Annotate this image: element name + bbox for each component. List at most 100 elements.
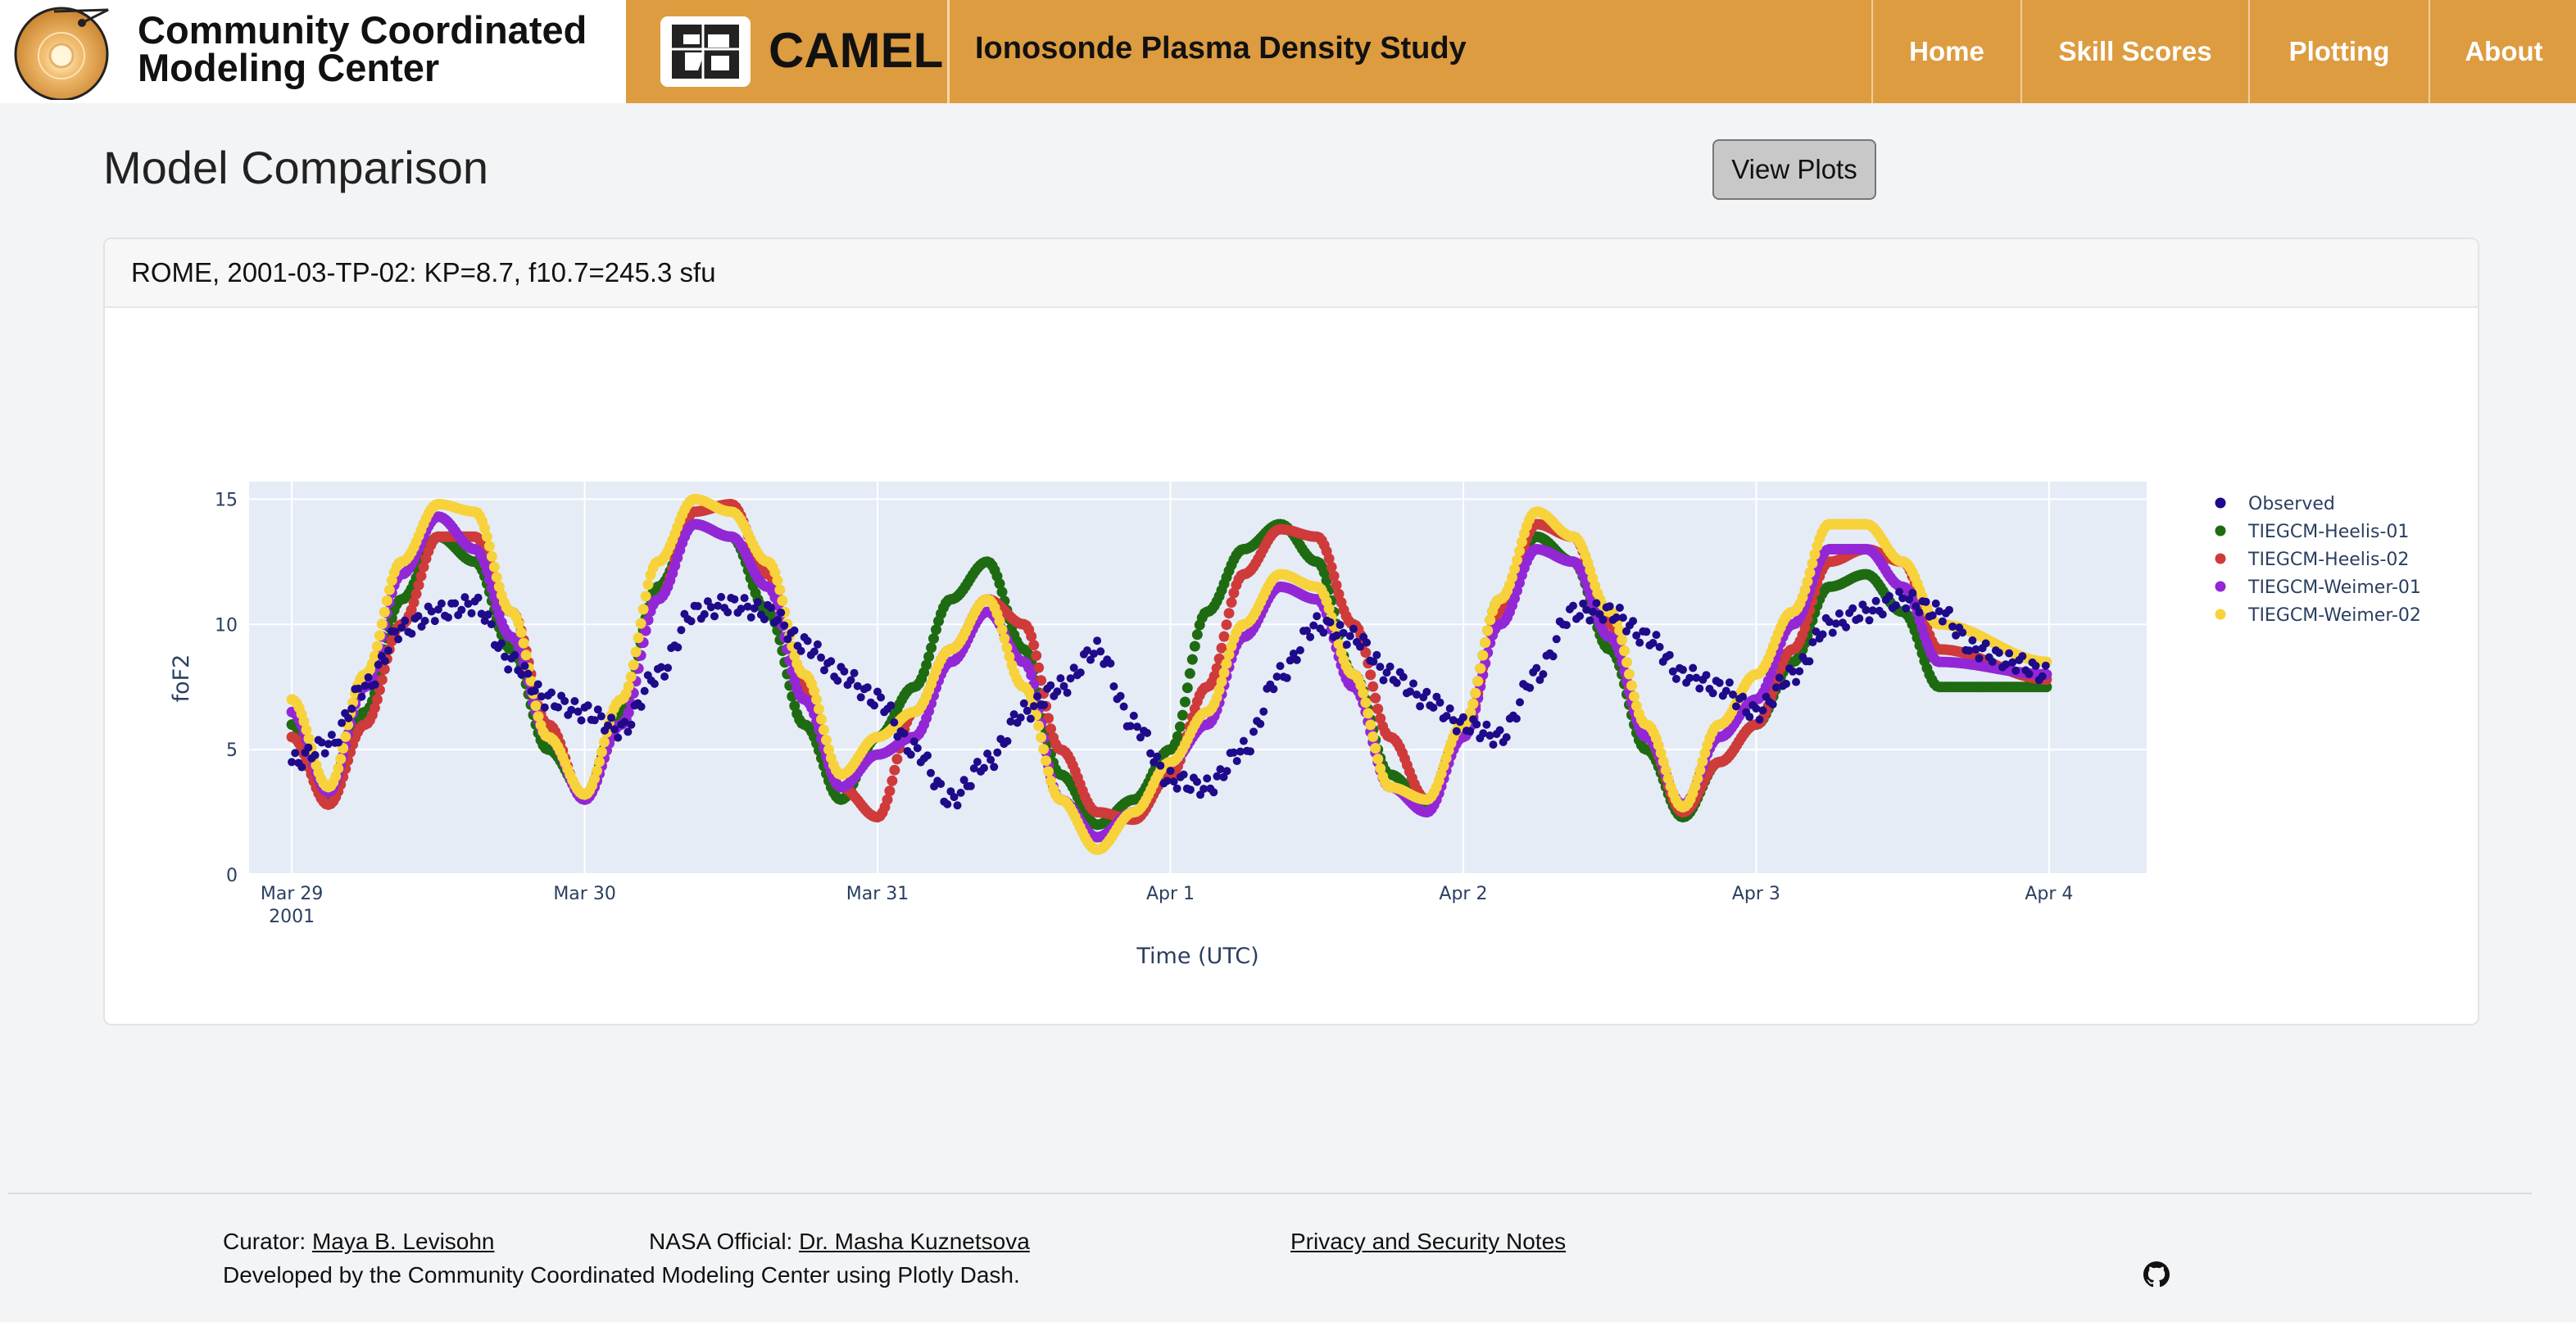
legend-label: TIEGCM-Weimer-01 [2247, 577, 2421, 598]
data-point [1804, 567, 1816, 578]
ccmc-name: Community Coordinated Modeling Center [138, 11, 587, 87]
data-point [846, 676, 855, 685]
data-point [1605, 602, 1614, 611]
nav-plotting[interactable]: Plotting [2248, 0, 2429, 103]
data-point [2041, 661, 2050, 670]
data-point [1965, 646, 1974, 655]
data-point [1697, 756, 1708, 767]
data-point [598, 736, 610, 748]
data-point [430, 617, 439, 626]
data-point [1163, 776, 1172, 786]
y-tick-label: 0 [226, 866, 238, 886]
data-point [594, 756, 605, 767]
data-point [810, 647, 819, 656]
data-point [1059, 681, 1068, 690]
data-point [1585, 616, 1594, 625]
data-point [1292, 655, 1301, 664]
data-point [900, 729, 909, 738]
curator-label: Curator: [223, 1229, 306, 1254]
data-point [1915, 608, 1924, 617]
data-point [956, 788, 965, 797]
data-point [1489, 740, 1498, 749]
data-point [986, 755, 995, 764]
data-point [1376, 663, 1385, 672]
camel-brand[interactable]: CAMEL [628, 0, 950, 103]
data-point [1988, 658, 1997, 666]
data-point [811, 694, 823, 705]
data-point [483, 541, 495, 552]
nav-about[interactable]: About [2429, 0, 2576, 103]
data-point [1589, 607, 1598, 616]
curator-link[interactable]: Maya B. Levisohn [311, 1229, 495, 1254]
foF2-chart[interactable]: Mar 29 2001 Mar 30 Mar 31 Apr 1 Apr 2 Apr 3 Apr… [105, 239, 2478, 1024]
data-point [2025, 669, 2034, 678]
data-point [1193, 777, 1201, 786]
data-point [1370, 692, 1381, 704]
data-point [796, 646, 805, 655]
data-point [1482, 720, 1491, 729]
data-point [870, 701, 878, 710]
data-point [714, 601, 723, 610]
data-point [1331, 579, 1342, 591]
data-point [2002, 660, 2010, 669]
data-point [1041, 755, 1052, 767]
nav-home[interactable]: Home [1871, 0, 2020, 103]
data-point [760, 615, 769, 623]
data-point [767, 604, 776, 613]
data-point [1655, 642, 1664, 651]
data-point [700, 609, 709, 618]
data-point [1865, 616, 1874, 625]
data-point [1660, 764, 1671, 776]
data-point [1665, 650, 1674, 659]
data-point [753, 598, 762, 607]
data-point [1694, 764, 1706, 776]
data-point [1363, 708, 1374, 719]
data-point [737, 604, 746, 613]
data-point [374, 630, 385, 641]
data-point [1902, 604, 1911, 613]
data-point [1132, 722, 1141, 731]
data-point [630, 646, 642, 658]
data-point [1367, 731, 1379, 742]
data-point [383, 584, 395, 595]
view-plots-button[interactable]: View Plots [1712, 139, 1876, 200]
data-point [627, 720, 636, 729]
data-point [921, 659, 932, 671]
data-point [1569, 601, 1577, 610]
nasa-official-link[interactable]: Dr. Masha Kuznetsova [799, 1229, 1030, 1254]
data-point [1871, 596, 1880, 605]
data-point [993, 748, 1002, 757]
data-point [1004, 651, 1015, 663]
data-point [589, 773, 600, 785]
data-point [560, 696, 569, 705]
data-point [1945, 605, 1953, 614]
data-point [1186, 786, 1195, 795]
data-point [596, 746, 607, 758]
data-point [780, 621, 789, 630]
data-point [480, 616, 489, 625]
x-tick-label: Mar 29 [261, 884, 324, 904]
data-point [891, 754, 903, 765]
data-point [943, 799, 952, 808]
data-point [637, 604, 649, 615]
data-point [772, 575, 783, 586]
data-point [479, 523, 490, 534]
data-point [983, 749, 992, 758]
data-point [1755, 715, 1764, 724]
github-icon[interactable] [2143, 1261, 2170, 1288]
data-point [2031, 661, 2040, 670]
legend-label: Observed [2248, 494, 2335, 514]
data-point [1818, 630, 1827, 639]
ccmc-brand[interactable]: Community Coordinated Modeling Center [0, 0, 626, 103]
data-point [1452, 727, 1461, 736]
data-point [1502, 733, 1511, 742]
data-point [774, 584, 786, 595]
nav-skill-scores[interactable]: Skill Scores [2020, 0, 2248, 103]
data-point [777, 609, 786, 617]
data-point [1360, 647, 1372, 659]
data-point [1652, 631, 1661, 640]
data-point [833, 677, 842, 685]
privacy-link[interactable]: Privacy and Security Notes [1290, 1229, 1567, 1254]
data-point [1259, 707, 1268, 716]
data-point [457, 605, 466, 614]
